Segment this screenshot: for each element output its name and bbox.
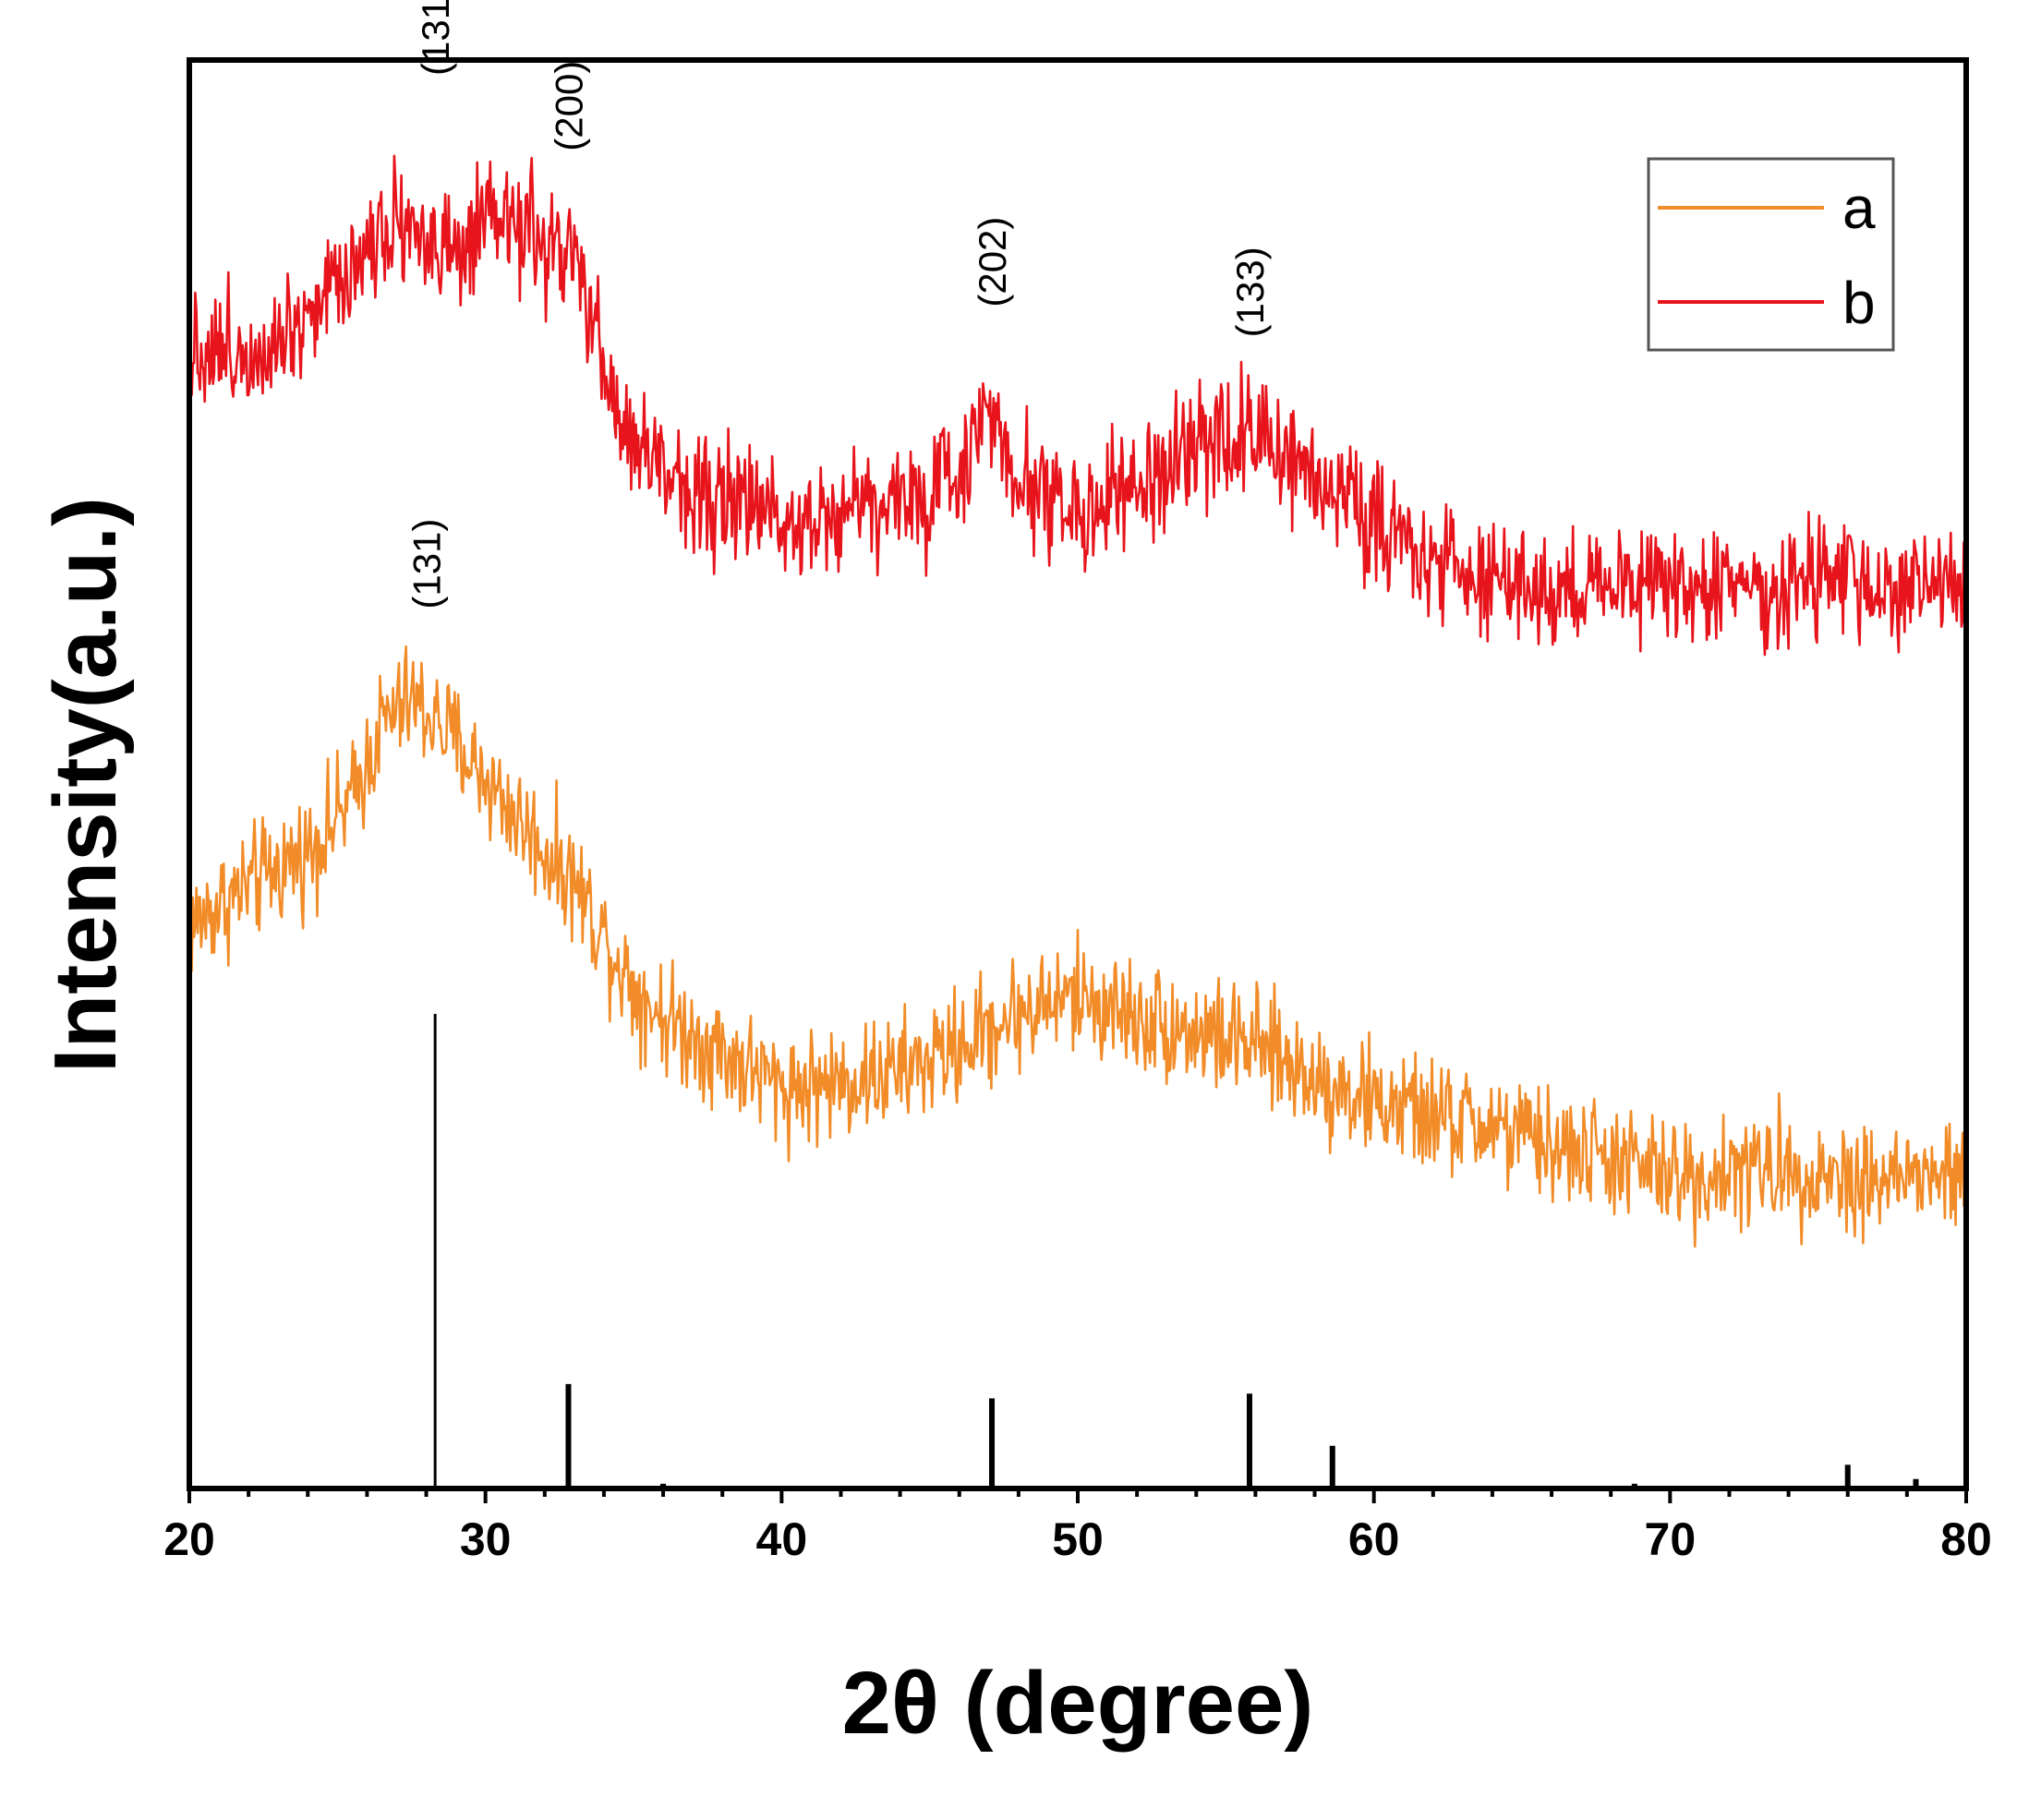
peak-annotations: (131) (200) (202) (133) (131) [405, 0, 1272, 609]
peak-label-4: (131) [405, 519, 449, 609]
x-tick-label-80: 80 [1940, 1513, 1992, 1565]
legend-label-a: a [1842, 175, 1876, 241]
series-group [187, 154, 1968, 1248]
x-axis-tick-labels: 20 30 40 50 60 70 80 [163, 1513, 1992, 1565]
x-tick-label-30: 30 [460, 1513, 512, 1565]
series-a [187, 645, 1968, 1248]
legend-label-b: b [1842, 270, 1876, 336]
peak-label-0: (131) [414, 0, 457, 76]
legend: a b [1647, 157, 1895, 352]
x-tick-label-60: 60 [1348, 1513, 1400, 1565]
x-tick-label-40: 40 [756, 1513, 808, 1565]
x-tick-label-70: 70 [1645, 1513, 1697, 1565]
peak-label-3: (133) [1228, 247, 1272, 337]
x-axis-ticks [187, 1489, 1968, 1503]
peak-label-1: (200) [547, 61, 590, 151]
y-axis-title: Intensity(a.u.) [36, 497, 135, 1073]
x-tick-label-20: 20 [163, 1513, 215, 1565]
peak-label-2: (202) [971, 217, 1014, 307]
x-axis-title: 2θ (degree) [842, 1654, 1314, 1753]
x-tick-label-50: 50 [1052, 1513, 1104, 1565]
legend-box [1647, 157, 1895, 352]
series-b [187, 154, 1968, 657]
